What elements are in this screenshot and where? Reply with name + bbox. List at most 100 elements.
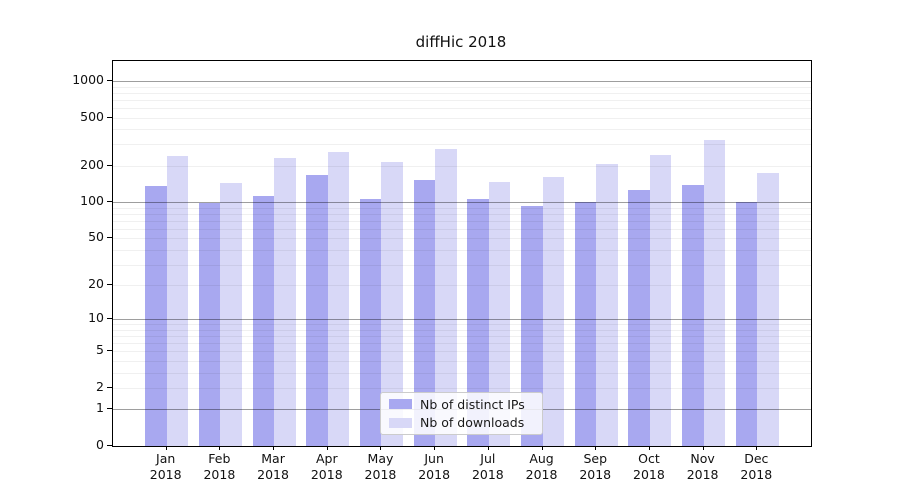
y-tick-label-0: 0 [96, 437, 104, 452]
month-label: Nov [690, 451, 715, 466]
x-tick-label-jul: Jul 2018 [453, 451, 523, 483]
gridline-600 [113, 107, 811, 109]
x-tick-label-feb: Feb 2018 [184, 451, 254, 483]
bar-downloads-nov [703, 140, 726, 446]
plot-area [112, 60, 812, 447]
month-label: Dec [744, 451, 769, 466]
gridline-100 [113, 202, 811, 204]
x-tick-label-may: May 2018 [345, 451, 415, 483]
gridline-200 [113, 165, 811, 167]
gridline-400 [113, 129, 811, 131]
bar-downloads-may [381, 161, 403, 446]
gridline-90 [113, 207, 811, 209]
x-tick-label-oct: Oct 2018 [614, 451, 684, 483]
gridline-1000 [113, 80, 811, 82]
x-tick-mark-sep [595, 446, 597, 450]
month-label: Mar [261, 451, 285, 466]
gridline-700 [113, 99, 811, 101]
y-tick-label-2: 2 [96, 378, 104, 394]
gridline-4 [113, 360, 811, 362]
month-label: Feb [208, 451, 231, 466]
year-label: 2018 [364, 467, 397, 482]
gridline-7 [113, 336, 811, 338]
y-tick-label-200: 200 [80, 156, 104, 172]
legend-label-downloads: Nb of downloads [420, 415, 525, 431]
bar-downloads-aug [542, 176, 564, 446]
gridline-8 [113, 329, 811, 331]
x-tick-label-aug: Aug 2018 [507, 451, 577, 483]
y-tick-label-1000: 1000 [72, 71, 104, 87]
year-label: 2018 [471, 467, 504, 482]
bar-downloads-sep [596, 164, 618, 446]
y-tick-mark-200 [107, 164, 112, 166]
gridline-70 [113, 220, 811, 222]
x-tick-label-mar: Mar 2018 [238, 451, 308, 483]
bar-distinct-ips-jul [467, 198, 489, 446]
bar-distinct-ips-apr [306, 174, 328, 446]
bar-downloads-mar [274, 157, 296, 446]
legend-label-distinct-ips: Nb of distinct IPs [420, 396, 525, 412]
bar-distinct-ips-jun [413, 179, 436, 446]
x-tick-mark-apr [326, 446, 328, 450]
gridline-800 [113, 92, 811, 94]
year-label: 2018 [149, 467, 182, 482]
y-tick-mark-2 [107, 386, 112, 388]
chart-title: diffHic 2018 [415, 33, 507, 51]
bar-distinct-ips-may [359, 198, 382, 446]
bar-distinct-ips-mar [252, 195, 275, 446]
y-tick-mark-20 [107, 284, 112, 286]
gridline-40 [113, 249, 811, 251]
gridline-300 [113, 144, 811, 146]
month-label: Jun [424, 451, 444, 466]
legend: Nb of distinct IPs Nb of downloads [380, 392, 543, 435]
year-label: 2018 [579, 467, 612, 482]
x-tick-label-dec: Dec 2018 [721, 451, 791, 483]
bar-downloads-dec [757, 173, 779, 446]
year-label: 2018 [418, 467, 451, 482]
gridline-2 [113, 387, 811, 389]
y-tick-mark-1000 [107, 79, 112, 81]
gridline-3 [113, 372, 811, 374]
x-tick-mark-nov [702, 446, 704, 450]
x-tick-mark-aug [541, 446, 543, 450]
month-label: Oct [638, 451, 660, 466]
bar-downloads-oct [649, 155, 672, 446]
x-tick-label-nov: Nov 2018 [668, 451, 738, 483]
gridline-30 [113, 264, 811, 266]
y-tick-label-100: 100 [80, 193, 104, 209]
gridline-20 [113, 285, 811, 287]
month-label: May [367, 451, 394, 466]
y-tick-label-50: 50 [88, 229, 104, 245]
gridline-900 [113, 86, 811, 88]
gridline-80 [113, 213, 811, 215]
bar-downloads-feb [220, 183, 242, 446]
gridline-50 [113, 238, 811, 240]
year-label: 2018 [203, 467, 236, 482]
bar-distinct-ips-sep [574, 202, 597, 446]
x-tick-mark-may [380, 446, 382, 450]
year-label: 2018 [740, 467, 773, 482]
y-tick-label-1: 1 [96, 400, 104, 416]
x-tick-mark-jul [487, 446, 489, 450]
gridline-5 [113, 351, 811, 353]
legend-item-distinct-ips: Nb of distinct IPs [389, 397, 534, 412]
month-label: Aug [529, 451, 554, 466]
y-tick-mark-100 [107, 201, 112, 203]
gridline-6 [113, 343, 811, 345]
month-label: Sep [583, 451, 607, 466]
bar-downloads-jul [488, 181, 511, 446]
bar-distinct-ips-jan [145, 186, 167, 446]
y-tick-mark-5 [107, 350, 112, 352]
y-tick-mark-1 [107, 408, 112, 410]
x-tick-label-apr: Apr 2018 [292, 451, 362, 483]
x-tick-mark-jan [165, 446, 167, 450]
x-tick-mark-mar [273, 446, 275, 450]
year-label: 2018 [686, 467, 719, 482]
y-tick-label-500: 500 [80, 108, 104, 124]
gridline-10 [113, 319, 811, 321]
gridline-9 [113, 324, 811, 326]
bar-distinct-ips-feb [198, 202, 221, 446]
bar-downloads-jun [435, 149, 457, 446]
y-tick-mark-500 [107, 116, 112, 118]
